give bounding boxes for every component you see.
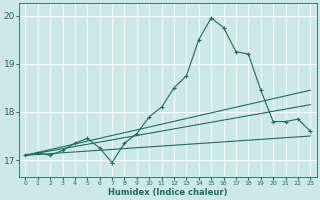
X-axis label: Humidex (Indice chaleur): Humidex (Indice chaleur) [108,188,228,197]
